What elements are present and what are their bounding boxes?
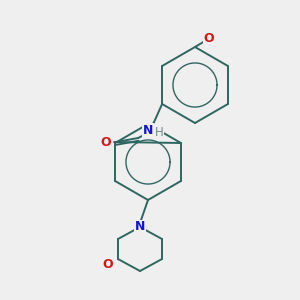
Text: H: H [155, 125, 164, 139]
Text: O: O [103, 259, 113, 272]
Text: N: N [135, 220, 145, 233]
Text: O: O [101, 136, 111, 149]
Text: N: N [143, 124, 153, 136]
Text: O: O [204, 32, 214, 46]
